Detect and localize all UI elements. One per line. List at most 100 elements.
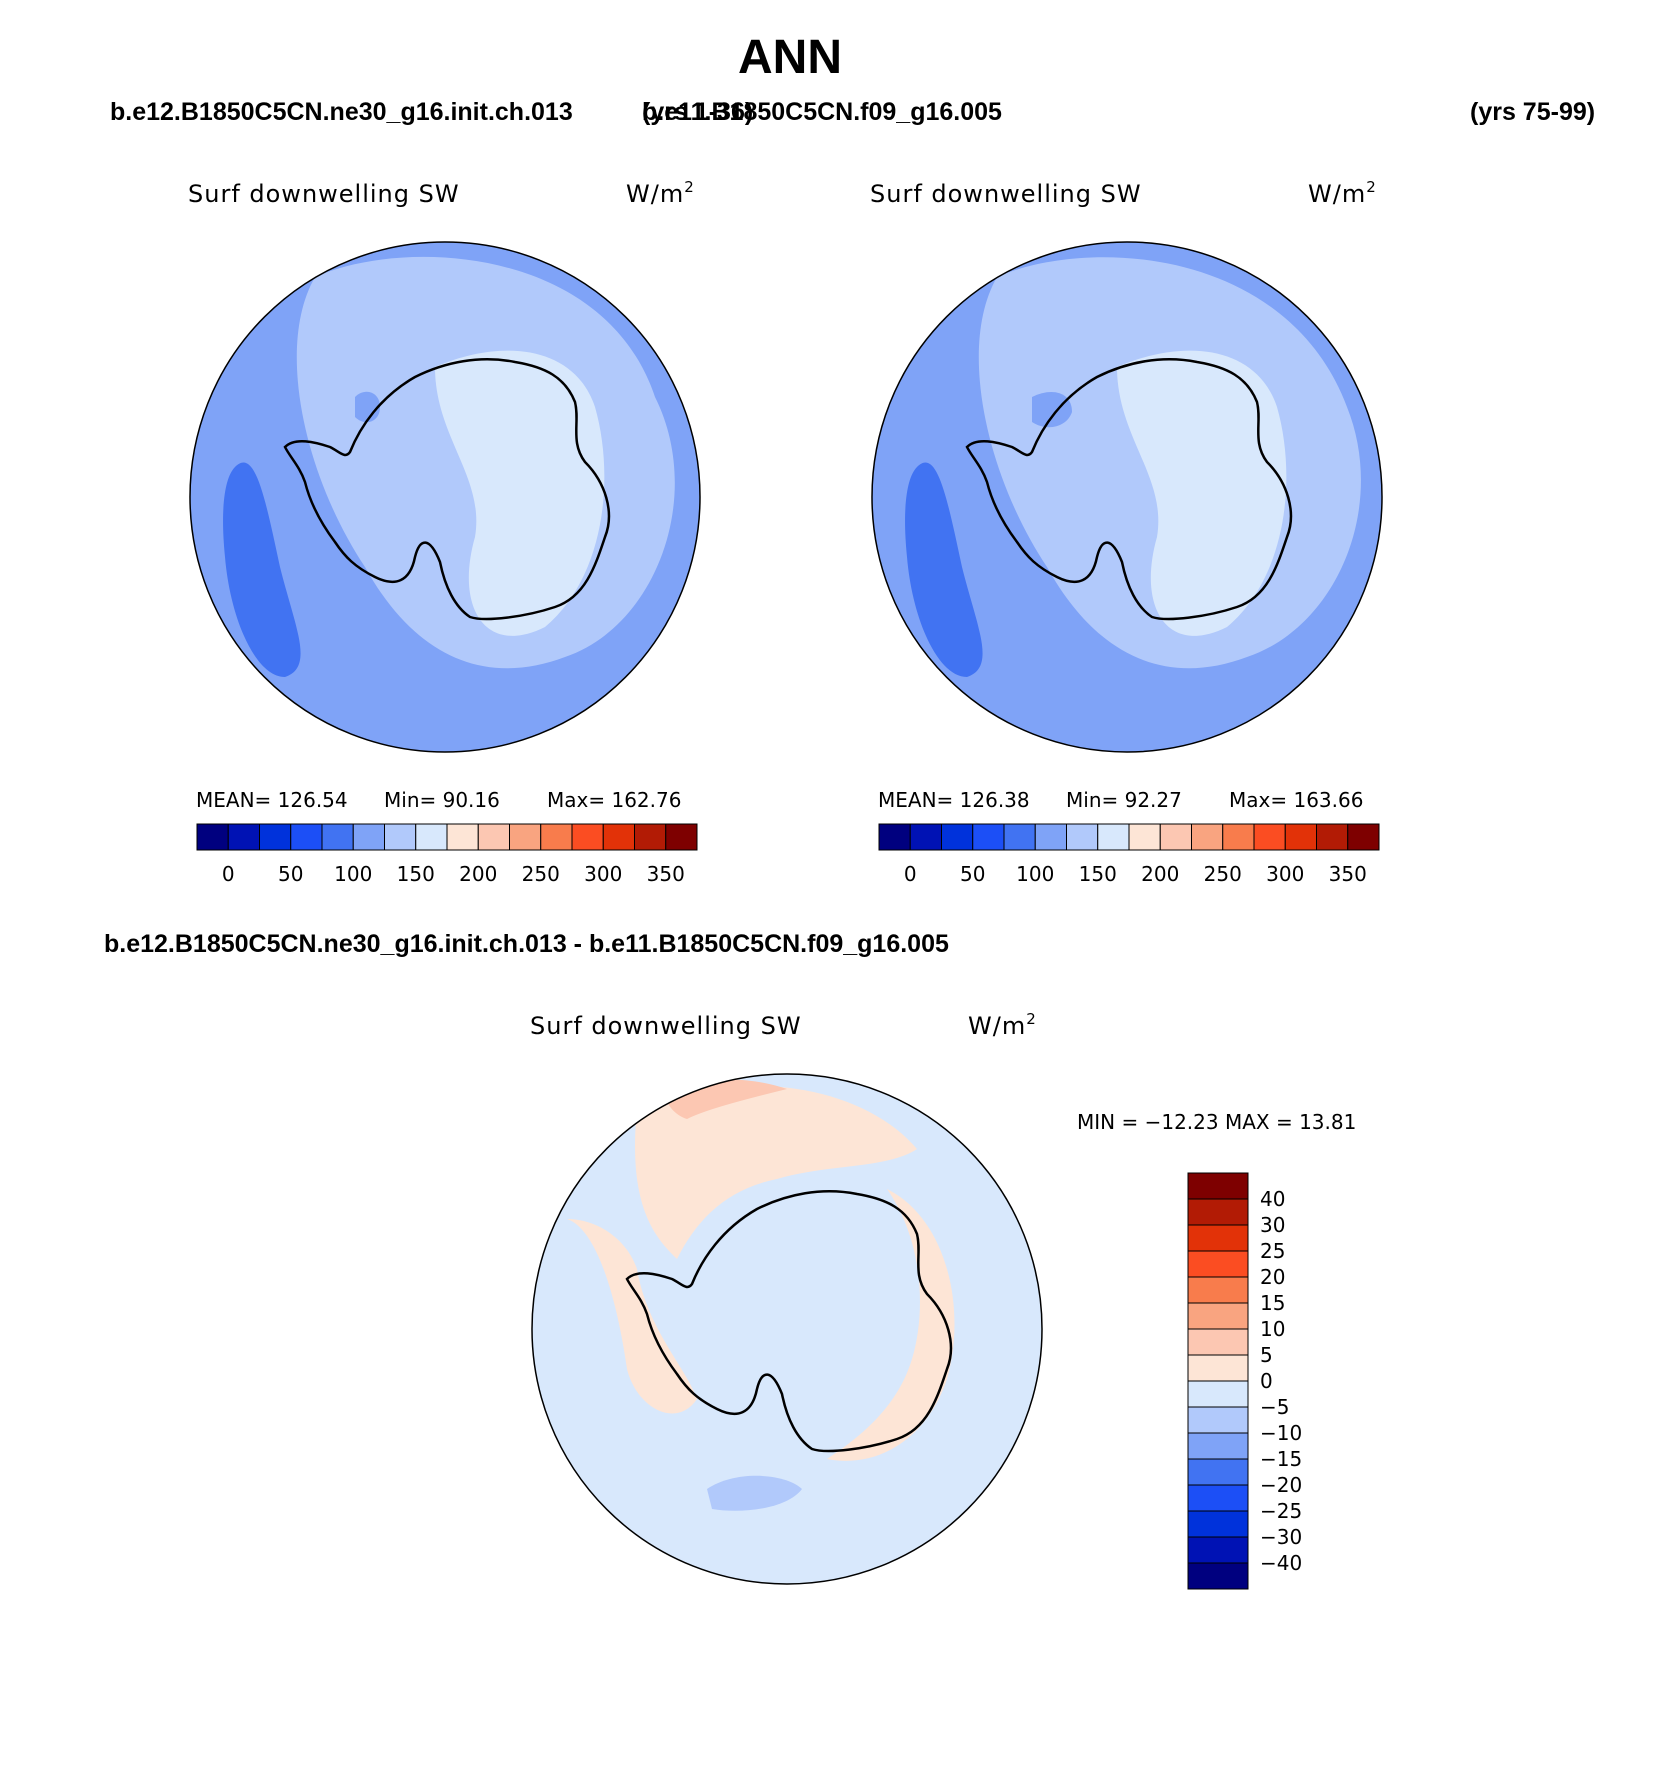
diff-colorbar-tick-label: 15 [1260,1291,1286,1315]
diff-coastline [625,1190,953,1453]
diff-colorbar-tick-label: 30 [1260,1213,1286,1237]
colorbar-1-swatch [540,823,573,851]
diff-colorbar-tick-label: −25 [1260,1499,1303,1523]
diff-field-pos-west [567,1219,697,1414]
colorbar-2-swatch [1222,823,1255,851]
colorbar-1-swatch [665,823,698,851]
map2-field-patch [1032,392,1072,428]
diff-colorbar-swatch [1187,1458,1249,1486]
colorbar-2-swatch [909,823,942,851]
colorbar-1-tick-label: 250 [521,862,560,886]
diff-colorbar-tick-label: 40 [1260,1187,1286,1211]
diff-colorbar-swatch [1187,1562,1249,1590]
map2-coastline [965,358,1293,621]
colorbar-2-swatch [1003,823,1036,851]
diff-colorbar-swatch [1187,1484,1249,1512]
colorbar-2-tick-label: 50 [960,862,986,886]
colorbar-2-swatch [1284,823,1317,851]
panel1-mean: MEAN= 126.54 [196,788,348,812]
diff-colorbar-swatch [1187,1354,1249,1382]
colorbar-2-swatch [878,823,911,851]
diff-colorbar-tick-label: −40 [1260,1551,1303,1575]
diff-colorbar-swatch [1187,1510,1249,1538]
panel1-max: Max= 162.76 [547,788,682,812]
map1-field-inner [435,350,605,636]
colorbar-2-swatch [1159,823,1192,851]
figure-title: ANN [738,31,842,84]
colorbar-1-swatch [259,823,292,851]
colorbar-2-tick-label: 150 [1078,862,1117,886]
colorbar-2-swatch [1347,823,1380,851]
diff-colorbar-swatch [1187,1302,1249,1330]
diff-colorbar-swatch [1187,1250,1249,1278]
diff-colorbar-tick-label: −20 [1260,1473,1303,1497]
diff-colorbar-swatch [1187,1328,1249,1356]
map1-coastline [283,358,611,621]
colorbar-2-swatch [1128,823,1161,851]
diff-colorbar-tick-label: 20 [1260,1265,1286,1289]
diff-colorbar-tick-label: 25 [1260,1239,1286,1263]
diff-field-pos-ring [827,1189,955,1461]
map-panel-1 [189,241,701,753]
colorbar-2-swatch [1253,823,1286,851]
diff-colorbar-swatch [1187,1380,1249,1408]
colorbar-2-tick-label: 100 [1016,862,1055,886]
diff-colorbar-swatch [1187,1406,1249,1434]
panel2-units: W/m2 [1308,178,1377,209]
diff-boundary [531,1073,1043,1585]
case-b-years: (yrs 75-99) [1470,98,1596,126]
colorbar-1-swatch [571,823,604,851]
diff-colorbar-swatch [1187,1276,1249,1304]
diff-colorbar-swatch [1187,1432,1249,1460]
colorbar-1-tick-label: 0 [221,862,235,886]
colorbar-1-swatch [352,823,385,851]
colorbar-1-tick-label: 350 [646,862,685,886]
diff-variable: Surf downwelling SW [530,1012,802,1040]
colorbar-1-swatch [634,823,667,851]
colorbar-2-swatch [1316,823,1349,851]
diff-colorbar [1187,1172,1249,1590]
diff-field-pos-north [635,1085,917,1259]
panel2-min: Min= 92.27 [1066,788,1182,812]
map2-field-low [905,462,983,677]
colorbar-2-swatch [1191,823,1224,851]
panel2-max: Max= 163.66 [1229,788,1364,812]
colorbar-1-tick-label: 50 [278,862,304,886]
colorbar-1-tick-label: 300 [584,862,623,886]
diff-colorbar-swatch [1187,1536,1249,1564]
diff-colorbar-tick-label: 10 [1260,1317,1286,1341]
colorbar-2-swatch [1034,823,1067,851]
case-a-label: b.e12.B1850C5CN.ne30_g16.init.ch.013 [110,98,573,126]
colorbar-2-tick-label: 200 [1141,862,1180,886]
diff-case-label: b.e12.B1850C5CN.ne30_g16.init.ch.013 - b… [104,930,949,958]
colorbar-1-tick-label: 100 [334,862,373,886]
map-panel-diff [531,1073,1043,1585]
panel2-mean: MEAN= 126.38 [878,788,1030,812]
colorbar-2-swatch [1097,823,1130,851]
diff-colorbar-tick-label: 0 [1260,1369,1273,1393]
colorbar-1 [196,823,698,851]
colorbar-1-tick-label: 200 [459,862,498,886]
map2-field-inner [1117,350,1287,636]
panel1-units: W/m2 [626,178,695,209]
diff-units: W/m2 [968,1010,1037,1041]
diff-colorbar-swatch [1187,1224,1249,1252]
colorbar-2-tick-label: 0 [903,862,917,886]
colorbar-2 [878,823,1380,851]
diff-colorbar-swatch [1187,1198,1249,1226]
diff-colorbar-swatch [1187,1172,1249,1200]
case-a-years: (yrs 1-36) [642,98,754,126]
colorbar-1-swatch [509,823,542,851]
colorbar-1-swatch [384,823,417,851]
colorbar-1-tick-label: 150 [396,862,435,886]
diff-field-neg-patch [707,1475,802,1511]
panel1-min: Min= 90.16 [384,788,500,812]
colorbar-2-tick-label: 300 [1266,862,1305,886]
case-b-label: b.e11.B1850C5CN.f09_g16.005 [642,98,1002,126]
map-panel-2 [871,241,1383,753]
colorbar-2-swatch [972,823,1005,851]
colorbar-1-swatch [602,823,635,851]
colorbar-1-swatch [227,823,260,851]
panel1-variable: Surf downwelling SW [188,180,460,208]
colorbar-2-swatch [1066,823,1099,851]
